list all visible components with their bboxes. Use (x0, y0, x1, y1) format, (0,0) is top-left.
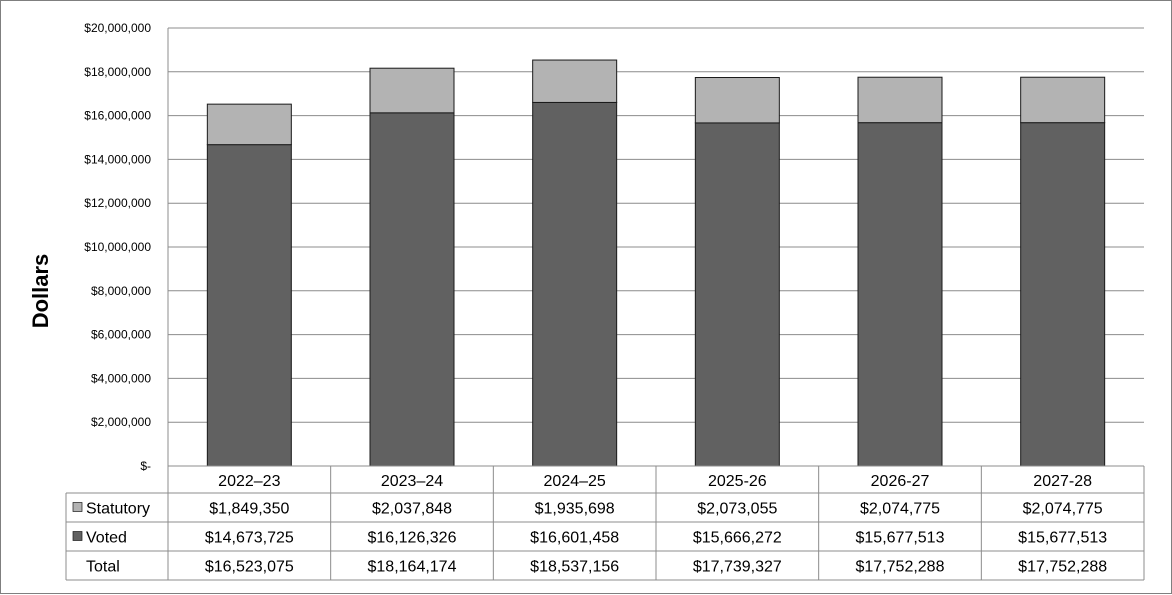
bars (206, 59, 1106, 467)
data-label-voted: $16,126,326 (368, 530, 457, 547)
bar-statutory-1 (206, 103, 292, 146)
data-label-voted: $14,673,725 (205, 530, 294, 547)
data-table: 2022–23 2023–24 2024–25 2025-26 2026-27 2027-… (65, 465, 1145, 581)
y-tick-label: $16,000,000 (84, 109, 151, 123)
bar-statutory-5 (857, 76, 943, 124)
data-label-statutory: $2,037,848 (372, 501, 452, 518)
data-label-total: $17,752,288 (1018, 559, 1107, 576)
y-tick-label: $18,000,000 (84, 65, 151, 79)
data-label-total: $16,523,075 (205, 559, 294, 576)
y-tick-label: $20,000,000 (84, 21, 151, 35)
legend-label-voted: Voted (86, 530, 127, 547)
x-category-label: 2024–25 (544, 473, 606, 490)
y-tick-label: $2,000,000 (91, 415, 151, 429)
x-category-label: 2025-26 (708, 473, 767, 490)
x-category-label: 2026-27 (871, 473, 930, 490)
bar-voted-2 (369, 112, 455, 467)
y-tick-label: $14,000,000 (84, 152, 151, 166)
x-category-label: 2022–23 (218, 473, 280, 490)
data-label-total: $17,739,327 (693, 559, 782, 576)
data-label-voted: $15,677,513 (856, 530, 945, 547)
data-label-statutory: $1,849,350 (209, 501, 289, 518)
data-label-total: $18,164,174 (368, 559, 457, 576)
bar-statutory-2 (369, 67, 455, 114)
y-tick-label: $- (140, 459, 151, 473)
gridlines (167, 27, 1144, 466)
data-label-statutory: $2,074,775 (860, 501, 940, 518)
data-label-voted: $16,601,458 (530, 530, 619, 547)
data-label-statutory: $1,935,698 (535, 501, 615, 518)
x-category-label: 2023–24 (381, 473, 443, 490)
bar-voted-4 (694, 122, 780, 467)
x-category-label: 2027-28 (1033, 473, 1092, 490)
total-row-label: Total (86, 559, 120, 576)
bar-statutory-4 (694, 77, 780, 124)
bar-voted-1 (206, 144, 292, 467)
y-tick-label: $4,000,000 (91, 371, 151, 385)
bar-statutory-3 (532, 59, 618, 103)
y-tick-label: $10,000,000 (84, 240, 151, 254)
y-axis-label: Dollars (28, 254, 53, 329)
bar-voted-5 (857, 122, 943, 467)
y-tick-label: $6,000,000 (91, 328, 151, 342)
legend-swatch-voted (72, 531, 83, 541)
data-label-statutory: $2,073,055 (697, 501, 777, 518)
data-label-voted: $15,666,272 (693, 530, 782, 547)
y-tick-label: $12,000,000 (84, 196, 151, 210)
bar-voted-3 (532, 101, 618, 467)
y-axis-ticks: $- $2,000,000 $4,000,000 $6,000,000 $8,000,0… (84, 21, 151, 473)
data-label-voted: $15,677,513 (1018, 530, 1107, 547)
y-tick-label: $8,000,000 (91, 284, 151, 298)
legend-label-statutory: Statutory (86, 501, 150, 518)
bar-voted-6 (1020, 122, 1106, 467)
bar-statutory-6 (1020, 76, 1106, 124)
data-label-statutory: $2,074,775 (1023, 501, 1103, 518)
data-label-total: $17,752,288 (856, 559, 945, 576)
data-label-total: $18,537,156 (530, 559, 619, 576)
legend-swatch-statutory (72, 502, 83, 512)
